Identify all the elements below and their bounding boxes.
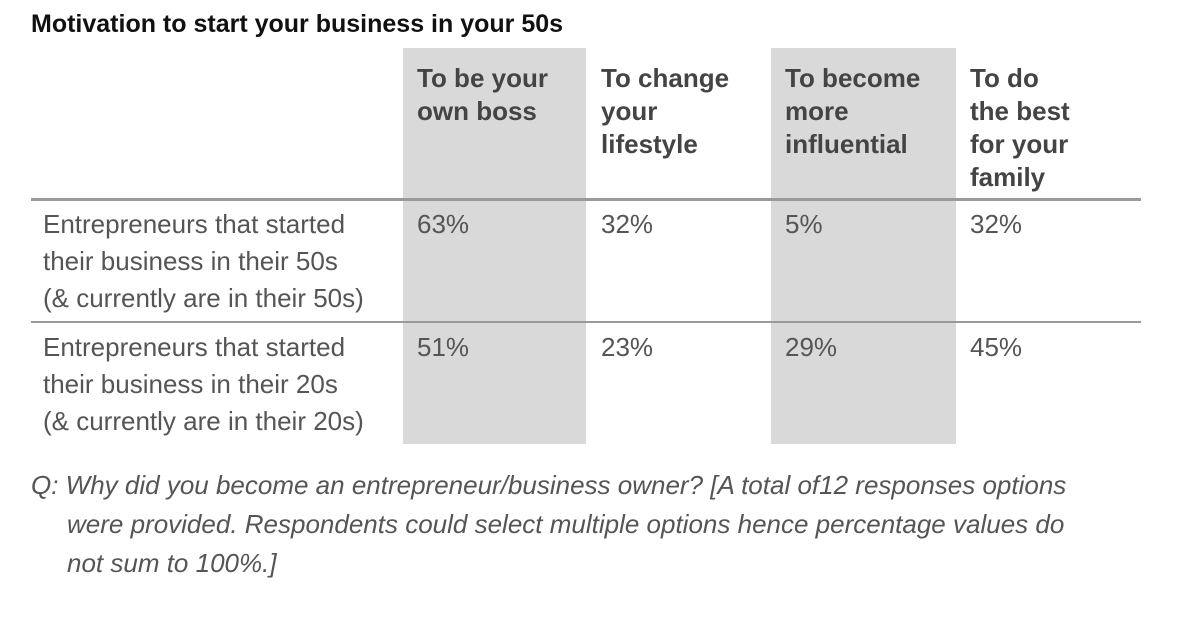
header-line: own boss (417, 96, 537, 126)
row-label-line: their business in their 50s (43, 246, 338, 276)
header-rule (31, 198, 1141, 201)
column-header-own-boss: To be your own boss (417, 62, 548, 128)
row-label-line: Entrepreneurs that started (43, 332, 346, 362)
column-shade-own-boss (403, 48, 586, 444)
row-label-50s: Entrepreneurs that started their busines… (43, 206, 364, 317)
footnote: Q: Why did you become an entrepreneur/bu… (31, 466, 1181, 583)
column-shade-influential (771, 48, 956, 444)
cell-20s-influential: 29% (785, 332, 838, 362)
cell-20s-own-boss: 51% (417, 332, 470, 362)
row-divider (31, 321, 1141, 323)
row-label-line: Entrepreneurs that started (43, 209, 346, 239)
header-line: the best (970, 96, 1070, 126)
header-line: To do (970, 63, 1039, 93)
chart-title: Motivation to start your business in you… (31, 10, 564, 38)
header-line: influential (785, 129, 908, 159)
cell-50s-family: 32% (970, 209, 1023, 239)
header-line: To change (601, 63, 730, 93)
footnote-line: were provided. Respondents could select … (67, 509, 1065, 539)
header-line: your (601, 96, 658, 126)
row-label-line: their business in their 20s (43, 369, 338, 399)
footnote-line: not sum to 100%.] (67, 548, 277, 578)
header-line: lifestyle (601, 129, 698, 159)
header-line: family (970, 162, 1046, 192)
header-line: for your (970, 129, 1069, 159)
row-label-20s: Entrepreneurs that started their busines… (43, 329, 364, 440)
column-header-influential: To become more influential (785, 62, 920, 161)
row-label-line: (& currently are in their 50s) (43, 283, 364, 313)
column-header-lifestyle: To change your lifestyle (601, 62, 729, 161)
cell-20s-lifestyle: 23% (601, 332, 654, 362)
cell-50s-own-boss: 63% (417, 209, 470, 239)
cell-20s-family: 45% (970, 332, 1023, 362)
cell-50s-lifestyle: 32% (601, 209, 654, 239)
column-header-family: To do the best for your family (970, 62, 1070, 194)
cell-50s-influential: 5% (785, 209, 823, 239)
header-line: more (785, 96, 849, 126)
footnote-line: Q: Why did you become an entrepreneur/bu… (31, 470, 1067, 500)
header-line: To be your (417, 63, 548, 93)
header-line: To become (785, 63, 921, 93)
row-label-line: (& currently are in their 20s) (43, 406, 364, 436)
